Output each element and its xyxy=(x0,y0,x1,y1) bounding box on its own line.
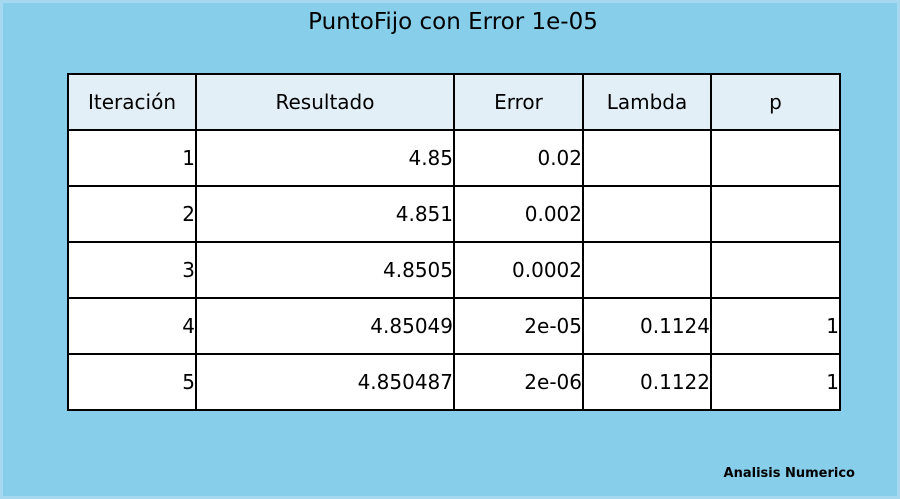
cell-p: 1 xyxy=(710,297,841,355)
cell-lambda xyxy=(582,129,712,187)
cell-error: 2e-05 xyxy=(453,297,584,355)
cell-lambda: 0.1124 xyxy=(582,297,712,355)
cell-p xyxy=(710,185,841,243)
header-p: p xyxy=(710,73,841,131)
cell-error: 0.002 xyxy=(453,185,584,243)
cell-resultado: 4.85049 xyxy=(195,297,455,355)
header-lambda: Lambda xyxy=(582,73,712,131)
cell-iteracion: 3 xyxy=(67,241,197,299)
cell-resultado: 4.85 xyxy=(195,129,455,187)
cell-iteracion: 5 xyxy=(67,353,197,411)
cell-error: 2e-06 xyxy=(453,353,584,411)
table-row: 3 4.8505 0.0002 xyxy=(67,241,841,299)
cell-p xyxy=(710,129,841,187)
cell-iteracion: 1 xyxy=(67,129,197,187)
table-row: 2 4.851 0.002 xyxy=(67,185,841,243)
cell-resultado: 4.851 xyxy=(195,185,455,243)
footer-label: Analisis Numerico xyxy=(723,466,855,481)
cell-lambda: 0.1122 xyxy=(582,353,712,411)
cell-error: 0.02 xyxy=(453,129,584,187)
cell-resultado: 4.8505 xyxy=(195,241,455,299)
cell-iteracion: 2 xyxy=(67,185,197,243)
cell-lambda xyxy=(582,185,712,243)
cell-lambda xyxy=(582,241,712,299)
cell-resultado: 4.850487 xyxy=(195,353,455,411)
table-row: 1 4.85 0.02 xyxy=(67,129,841,187)
cell-p xyxy=(710,241,841,299)
header-resultado: Resultado xyxy=(195,73,455,131)
table-row: 4 4.85049 2e-05 0.1124 1 xyxy=(67,297,841,355)
cell-error: 0.0002 xyxy=(453,241,584,299)
header-row: Iteración Resultado Error Lambda p xyxy=(67,73,841,131)
header-error: Error xyxy=(453,73,584,131)
header-iteracion: Iteración xyxy=(67,73,197,131)
table-row: 5 4.850487 2e-06 0.1122 1 xyxy=(67,353,841,411)
cell-p: 1 xyxy=(710,353,841,411)
results-table: Iteración Resultado Error Lambda p 1 4.8… xyxy=(67,73,841,411)
table-title: PuntoFijo con Error 1e-05 xyxy=(308,9,598,35)
cell-iteracion: 4 xyxy=(67,297,197,355)
